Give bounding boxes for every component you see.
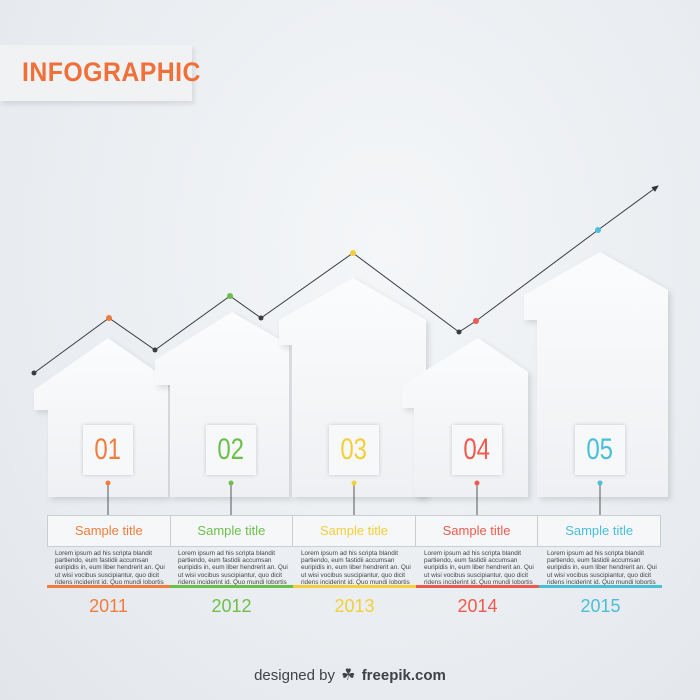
house-shape-3: [279, 278, 426, 497]
trend-dot-3: [350, 250, 356, 256]
trend-dot: [152, 347, 158, 353]
house-shape-5: [524, 252, 668, 497]
connector-dot-4: [474, 480, 480, 486]
step-number-1: 01: [94, 433, 122, 466]
step-description-5: Lorem ipsum ad his scripta blandit parti…: [547, 550, 657, 586]
step-number-box-2: 02: [206, 425, 256, 475]
step-title-1: Sample title: [48, 516, 171, 546]
step-title-row: Sample title Sample title Sample title S…: [47, 515, 661, 547]
trend-line: [33, 185, 659, 374]
step-number-3: 03: [340, 433, 368, 466]
credit-line: designed by ☘ freepik.com: [0, 665, 700, 685]
connector-dot-5: [597, 480, 603, 486]
credit-brand: freepik.com: [361, 667, 446, 684]
step-description-2: Lorem ipsum ad his scripta blandit parti…: [178, 550, 288, 586]
step-number-box-1: 01: [83, 425, 133, 475]
trend-dot-5: [595, 227, 601, 233]
step-year-5: 2015: [580, 596, 621, 616]
step-description-4: Lorem ipsum ad his scripta blandit parti…: [424, 550, 534, 586]
step-description-3: Lorem ipsum ad his scripta blandit parti…: [301, 550, 411, 586]
year-line-3: [293, 585, 416, 588]
year-line-4: [416, 585, 539, 588]
step-number-box-4: 04: [452, 425, 502, 475]
page-title: INFOGRAPHIC: [22, 57, 201, 87]
step-number-5: 05: [586, 433, 614, 466]
trend-dot-4: [473, 318, 479, 324]
year-line-5: [539, 585, 662, 588]
step-year-3: 2013: [334, 596, 375, 616]
house-shape-1: [34, 338, 168, 497]
step-title-3: Sample title: [293, 516, 416, 546]
step-description-1: Lorem ipsum ad his scripta blandit parti…: [55, 550, 165, 586]
connector-dot-2: [228, 480, 234, 486]
credit-prefix: designed by: [254, 667, 335, 684]
step-number-4: 04: [463, 433, 491, 466]
trend-dot: [456, 329, 462, 335]
connector-dot-3: [351, 480, 357, 486]
trend-dot: [258, 315, 264, 321]
step-number-box-5: 05: [575, 425, 625, 475]
step-title-4: Sample title: [416, 516, 539, 546]
year-line-1: [47, 585, 170, 588]
step-year-2: 2012: [211, 596, 252, 616]
freepik-logo-icon: ☘: [341, 667, 356, 684]
trend-dot: [31, 370, 37, 376]
step-number-box-3: 03: [329, 425, 379, 475]
trend-dot-2: [227, 293, 233, 299]
step-title-2: Sample title: [171, 516, 294, 546]
step-year-4: 2014: [457, 596, 498, 616]
step-title-5: Sample title: [565, 523, 634, 538]
trend-dot-1: [106, 315, 112, 321]
year-line-2: [170, 585, 293, 588]
step-number-2: 02: [217, 433, 245, 466]
step-year-1: 2011: [89, 596, 128, 616]
title-box: INFOGRAPHIC: [0, 45, 200, 101]
connector-dot-1: [105, 480, 111, 486]
